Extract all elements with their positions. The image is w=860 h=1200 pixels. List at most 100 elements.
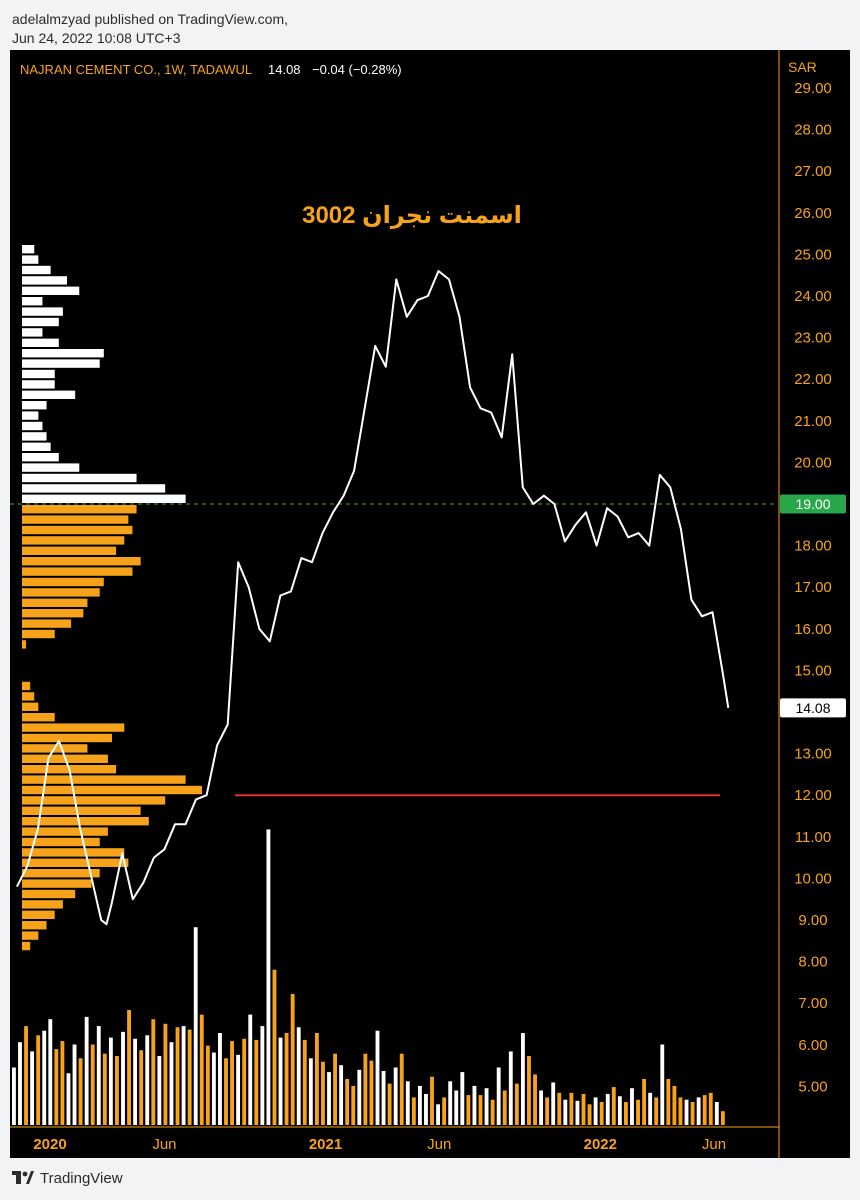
price-tick-label: 8.00 — [798, 954, 827, 971]
price-tick-label: 24.00 — [794, 288, 832, 305]
volume-bar — [133, 1038, 138, 1125]
volume-bar — [490, 1099, 495, 1125]
profile-bar — [22, 453, 59, 462]
tradingview-logo[interactable]: TradingView — [12, 1170, 123, 1187]
profile-bar — [22, 557, 141, 566]
volume-bar — [333, 1053, 338, 1125]
profile-bar — [22, 515, 129, 524]
profile-bar — [22, 785, 202, 795]
volume-bar — [351, 1085, 356, 1125]
chart-title: اسمنت نجران 3002 — [302, 202, 522, 229]
profile-bar — [22, 837, 100, 847]
profile-bar — [22, 505, 137, 514]
profile-bar — [22, 525, 133, 535]
price-tick-label: 28.00 — [794, 122, 832, 139]
profile-bar — [22, 817, 149, 826]
volume-bar — [357, 1069, 362, 1125]
horizontal-line-label: 19.00 — [780, 494, 846, 514]
volume-bar — [696, 1097, 701, 1125]
volume-bar — [599, 1102, 604, 1125]
price-tick-label: 18.00 — [794, 538, 832, 555]
volume-bar — [314, 1033, 319, 1125]
profile-bar — [22, 265, 51, 275]
volume-bar — [205, 1045, 210, 1125]
time-axis[interactable]: 2020 Jun 2021 Jun 2022 Jun — [10, 1126, 779, 1153]
profile-bar — [22, 806, 141, 815]
volume-bar — [684, 1099, 689, 1125]
volume-bar — [260, 1026, 265, 1125]
profile-bar — [22, 713, 55, 722]
volume-bar — [199, 1014, 204, 1125]
price-tick-label: 22.00 — [794, 371, 832, 388]
volume-bar — [533, 1074, 537, 1125]
price-tick-label: 15.00 — [794, 662, 832, 679]
last-price-label: 14.08 — [780, 698, 846, 718]
profile-bar — [22, 380, 55, 389]
profile-bar — [22, 598, 88, 607]
volume-bar — [72, 1044, 77, 1125]
volume-bar — [575, 1100, 580, 1125]
volume-bar — [496, 1067, 501, 1125]
profile-bar — [22, 432, 47, 441]
volume-bar — [714, 1102, 719, 1125]
volume-bar — [502, 1090, 507, 1125]
volume-bar — [339, 1065, 344, 1125]
price-change: −0.04 (−0.28%) — [312, 62, 402, 77]
volume-bar — [605, 1093, 610, 1125]
profile-bar — [22, 421, 43, 431]
volume-bar — [593, 1097, 598, 1125]
profile-bar — [22, 286, 80, 295]
time-tick-label: 2022 — [584, 1136, 617, 1153]
volume-bar — [630, 1088, 634, 1125]
profile-bar — [22, 473, 137, 483]
price-chart[interactable]: اسمنت نجران 3002 NAJRAN CEMENT CO., 1W, … — [10, 50, 850, 1158]
volume-bar — [417, 1085, 422, 1125]
last-price: 14.08 — [268, 62, 301, 77]
volume-bar — [308, 1058, 313, 1125]
volume-bar — [466, 1095, 471, 1125]
volume-bar — [393, 1067, 398, 1125]
volume-bar — [678, 1097, 683, 1125]
volume-bar — [187, 1029, 192, 1125]
publish-date-text: Jun 24, 2022 10:08 UTC+3 — [12, 30, 181, 46]
volume-bar — [108, 1037, 113, 1125]
volume-bar — [617, 1096, 622, 1125]
symbol-info-bar: NAJRAN CEMENT CO., 1W, TADAWUL 14.08 −0.… — [20, 62, 402, 77]
profile-bar — [22, 733, 112, 743]
profile-bar — [22, 328, 43, 337]
profile-bar — [22, 411, 39, 420]
volume-bar — [569, 1092, 574, 1125]
profile-bar — [22, 640, 27, 649]
volume-bar — [272, 969, 277, 1125]
time-axis-ticks: 2020 Jun 2021 Jun 2022 Jun — [33, 1136, 726, 1153]
volume-bar — [224, 1058, 228, 1125]
volume-bar — [472, 1085, 477, 1125]
volume-bar — [720, 1111, 725, 1125]
profile-bar — [22, 245, 35, 254]
profile-bar — [22, 827, 108, 836]
time-tick-label: 2021 — [309, 1136, 342, 1153]
symbol-name[interactable]: NAJRAN CEMENT CO., 1W, TADAWUL — [20, 62, 252, 77]
price-tick-label: 5.00 — [798, 1078, 827, 1095]
volume-bar — [460, 1072, 465, 1125]
volume-bar — [327, 1072, 331, 1125]
volume-bar — [690, 1102, 695, 1125]
price-tick-label: 13.00 — [794, 746, 832, 763]
price-tick-label: 23.00 — [794, 330, 832, 347]
profile-bar — [22, 681, 31, 691]
volume-bar — [54, 1049, 59, 1125]
volume-bar — [284, 1033, 289, 1125]
price-axis-ticks: 29.00 28.00 27.00 26.00 25.00 24.00 23.00 22.00… — [794, 80, 832, 1095]
price-tick-label: 7.00 — [798, 995, 827, 1012]
volume-bar — [478, 1095, 483, 1125]
profile-bar — [22, 900, 63, 909]
profile-bar — [22, 536, 125, 545]
time-tick-label: Jun — [152, 1136, 176, 1153]
volume-bar — [278, 1037, 283, 1125]
profile-bar — [22, 796, 166, 805]
price-axis[interactable]: SAR 29.0028.0027.0026.0025.0024.0023.002… — [778, 50, 846, 1158]
volume-bar — [193, 927, 198, 1125]
volume-bar — [436, 1104, 441, 1125]
volume-bar — [121, 1031, 125, 1125]
chart-panel[interactable]: اسمنت نجران 3002 NAJRAN CEMENT CO., 1W, … — [10, 50, 850, 1158]
